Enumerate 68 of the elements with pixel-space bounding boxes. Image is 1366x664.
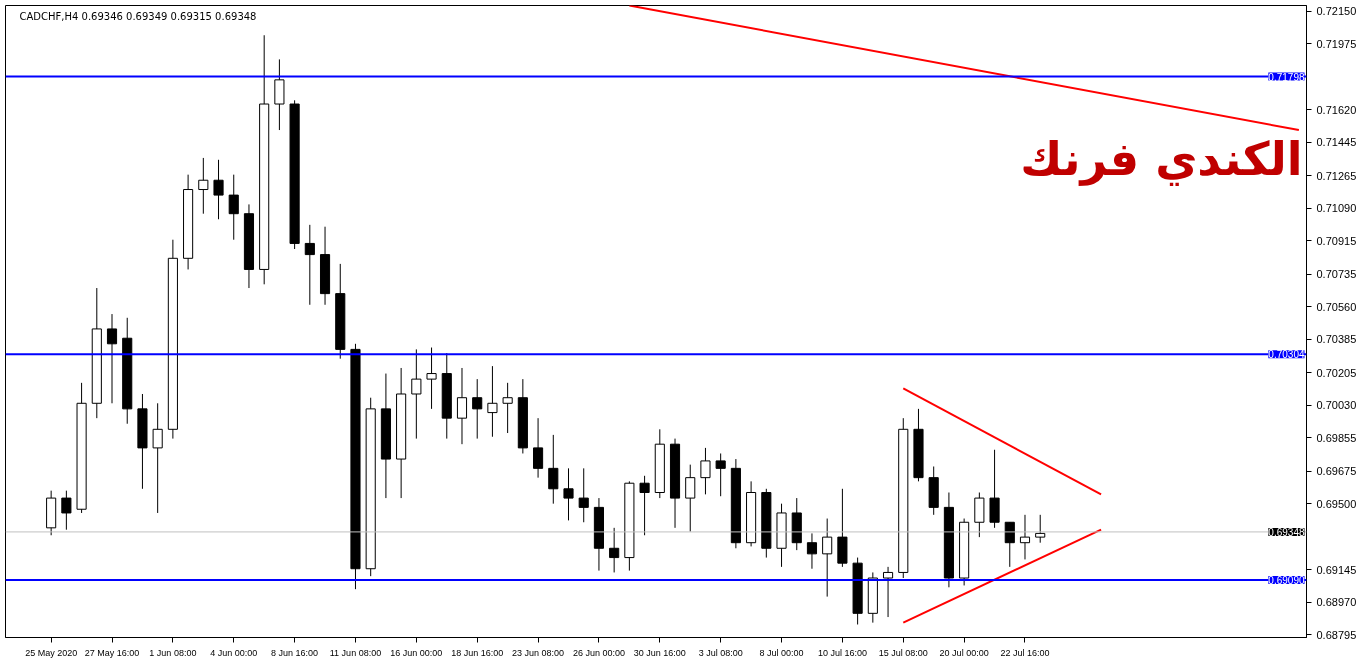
y-tick-label: 0.69500 — [1316, 497, 1357, 510]
x-tick-label: 10 Jul 16:00 — [817, 647, 867, 658]
candlestick — [213, 159, 224, 220]
y-tick-label: 0.72150 — [1316, 5, 1357, 18]
candlestick — [228, 174, 239, 241]
candlestick — [502, 382, 513, 434]
candlestick — [715, 452, 726, 497]
candlestick — [411, 348, 422, 440]
candlestick — [1035, 514, 1046, 544]
y-tick-label: 0.69145 — [1316, 563, 1357, 576]
ref-line-label: 0.70304 — [1268, 349, 1305, 361]
ref-line-label: 0.69348 — [1268, 526, 1305, 538]
candlestick — [882, 566, 894, 618]
x-tick-label: 16 Jun 00:00 — [390, 647, 443, 658]
x-tick-label: 18 Jun 16:00 — [451, 647, 504, 658]
candlestick — [426, 347, 437, 410]
candlestick — [1019, 514, 1031, 560]
candlestick — [198, 157, 209, 215]
ref-line-label: 0.71798 — [1268, 71, 1305, 83]
x-tick-label: 25 May 2020 — [25, 647, 78, 658]
candlestick — [806, 532, 818, 570]
candlestick — [639, 475, 650, 536]
annotation: الكندي فرنك — [1020, 131, 1303, 186]
candlestick — [304, 224, 315, 306]
y-tick-label: 0.69675 — [1316, 465, 1357, 478]
x-tick-label: 22 Jul 16:00 — [1000, 647, 1050, 658]
y-tick-label: 0.70030 — [1316, 399, 1357, 412]
x-tick-label: 26 Jun 00:00 — [572, 647, 625, 658]
candlestick — [700, 447, 711, 495]
y-tick-label: 0.71265 — [1316, 169, 1357, 182]
candlestick — [822, 518, 833, 598]
x-tick-label: 30 Jun 16:00 — [633, 647, 686, 658]
y-tick-label: 0.70735 — [1316, 268, 1357, 281]
y-tick-label: 0.70915 — [1316, 234, 1357, 247]
x-tick-label: 4 Jun 00:00 — [210, 647, 258, 658]
x-tick-label: 3 Jul 08:00 — [698, 647, 743, 658]
candlestick — [578, 467, 589, 523]
ref-line-label: 0.69090 — [1268, 574, 1305, 586]
y-tick-label: 0.71445 — [1316, 136, 1357, 149]
y-tick-label: 0.70385 — [1316, 333, 1357, 346]
y-tick-label: 0.70205 — [1316, 366, 1357, 379]
y-tick-label: 0.70560 — [1316, 300, 1357, 313]
x-tick-label: 8 Jun 16:00 — [271, 647, 319, 658]
candlestick — [456, 367, 468, 445]
x-tick-label: 20 Jul 00:00 — [939, 647, 989, 658]
candlestick — [563, 467, 574, 521]
candlestick — [472, 378, 483, 440]
candlestick — [152, 402, 163, 514]
candlestick — [685, 464, 696, 533]
x-tick-label: 23 Jun 08:00 — [512, 647, 565, 658]
candlestick — [548, 434, 559, 505]
y-tick-label: 0.68795 — [1316, 628, 1357, 641]
candlestick — [61, 490, 72, 531]
x-tick-label: 15 Jul 08:00 — [878, 647, 928, 658]
y-tick-label: 0.69855 — [1316, 431, 1357, 444]
y-tick-label: 0.71090 — [1316, 202, 1357, 215]
y-tick-label: 0.71620 — [1316, 103, 1357, 116]
candlestick — [487, 365, 498, 438]
x-tick-label: 8 Jul 00:00 — [759, 647, 804, 658]
x-tick-label: 27 May 16:00 — [84, 647, 140, 658]
candlestick — [533, 417, 544, 479]
text: CADCHF,H4 0.69346 0.69349 0.69315 0.69348 — [19, 10, 257, 22]
x-tick-label: 11 Jun 08:00 — [329, 647, 382, 658]
candlestick — [106, 313, 118, 404]
y-tick-label: 0.71975 — [1316, 37, 1357, 50]
x-tick-label: 1 Jun 08:00 — [149, 647, 197, 658]
candlestick — [609, 527, 620, 573]
y-tick-label: 0.68970 — [1316, 596, 1357, 609]
